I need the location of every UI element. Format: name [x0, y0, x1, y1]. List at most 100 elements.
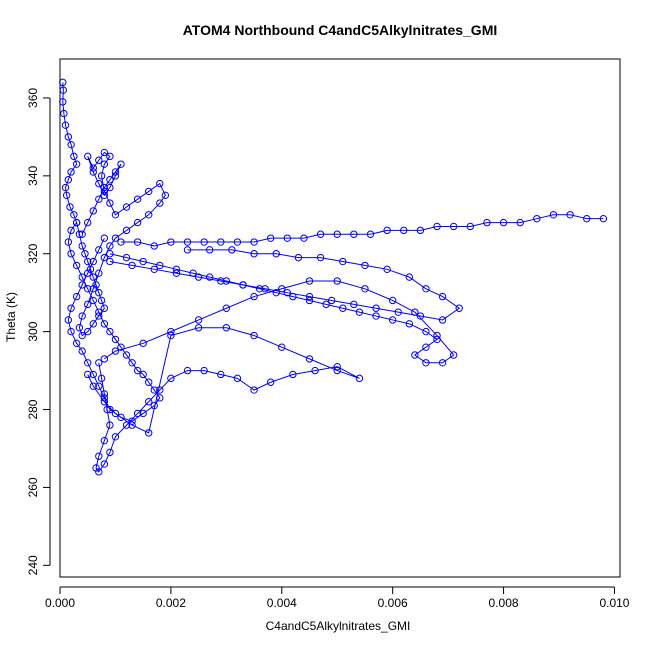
data-point	[305, 355, 314, 363]
data-point	[206, 273, 214, 281]
data-point	[183, 366, 192, 375]
data-point	[183, 238, 192, 246]
data-point	[97, 172, 106, 180]
data-point	[194, 273, 203, 281]
data-point	[89, 320, 97, 328]
data-point	[100, 304, 109, 312]
data-point	[61, 121, 70, 129]
data-point	[250, 250, 258, 258]
data-point	[89, 257, 97, 266]
data-point	[355, 308, 364, 316]
data-point	[466, 222, 474, 231]
data-point	[89, 382, 97, 390]
data-point	[84, 300, 92, 309]
data-point	[61, 183, 70, 192]
data-point	[133, 238, 142, 246]
x-axis: 0.000 0.002 0.004 0.006 0.008 0.010	[45, 586, 630, 610]
chart-title: ATOM4 Northbound C4andC5Alkylnitrates_GM…	[183, 22, 498, 38]
data-point	[64, 238, 73, 246]
y-tick-label: 280	[26, 399, 40, 419]
series-line-1	[62, 82, 166, 337]
data-point	[100, 320, 109, 328]
data-point	[70, 211, 78, 219]
data-point	[278, 343, 286, 351]
data-point	[305, 296, 314, 305]
data-point	[416, 226, 425, 235]
data-point	[62, 191, 71, 200]
data-point	[228, 246, 236, 254]
data-point	[167, 238, 175, 246]
plot-points	[59, 78, 608, 476]
data-point	[316, 253, 325, 262]
data-point	[67, 304, 75, 312]
data-point	[233, 374, 242, 383]
data-point	[67, 327, 75, 336]
data-point	[145, 378, 153, 386]
data-point	[100, 187, 109, 196]
data-point	[84, 218, 92, 227]
data-point	[64, 316, 73, 324]
data-point	[59, 78, 67, 87]
data-point	[111, 409, 120, 418]
data-point	[72, 339, 81, 348]
data-point	[145, 429, 153, 437]
data-point	[266, 234, 275, 242]
data-point	[449, 351, 458, 359]
data-point	[75, 230, 84, 238]
data-point	[67, 140, 75, 149]
data-point	[84, 327, 92, 336]
data-point	[84, 152, 92, 161]
data-point	[222, 277, 231, 285]
data-point	[100, 234, 109, 242]
data-point	[122, 421, 131, 429]
x-axis-label: C4andC5Alkylnitrates_GMI	[266, 619, 411, 633]
data-point	[183, 246, 192, 254]
data-point	[133, 195, 142, 203]
data-point	[128, 421, 136, 429]
data-point	[433, 331, 441, 340]
y-tick-label: 360	[26, 88, 40, 108]
data-point	[59, 98, 67, 106]
data-point	[89, 273, 97, 281]
data-point	[566, 211, 574, 219]
data-point	[84, 285, 92, 293]
data-point	[89, 207, 97, 215]
x-tick-label: 0.004	[267, 596, 297, 610]
data-point	[59, 86, 68, 94]
data-point	[72, 261, 81, 270]
data-point	[97, 374, 106, 383]
data-point	[106, 250, 114, 258]
data-point	[255, 285, 264, 293]
data-point	[272, 250, 280, 258]
data-point	[66, 203, 74, 211]
data-point	[100, 253, 109, 262]
data-point	[549, 211, 558, 219]
plot-frame	[59, 58, 621, 578]
data-point	[67, 250, 75, 258]
data-point	[449, 222, 458, 231]
data-point	[250, 386, 258, 394]
data-point	[78, 273, 86, 281]
data-point	[100, 191, 109, 200]
data-point	[516, 218, 524, 227]
data-point	[106, 327, 114, 336]
data-point	[283, 288, 292, 297]
data-point	[533, 214, 541, 223]
data-point	[84, 359, 92, 367]
data-point	[327, 296, 336, 305]
data-point	[64, 176, 73, 184]
data-point	[289, 370, 297, 379]
data-point	[383, 226, 391, 235]
data-point	[117, 413, 125, 422]
data-point	[400, 226, 408, 235]
data-point	[100, 460, 109, 468]
y-tick-label: 340	[26, 166, 40, 186]
data-point	[122, 253, 131, 262]
data-point	[167, 374, 175, 383]
data-point	[383, 265, 391, 274]
data-point	[305, 277, 314, 285]
data-point	[111, 172, 120, 180]
data-point	[222, 304, 231, 312]
